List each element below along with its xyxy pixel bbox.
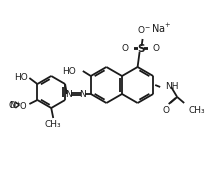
Text: $^{-}$O: $^{-}$O <box>14 100 27 111</box>
Text: CH₃: CH₃ <box>45 120 62 129</box>
Text: O$^{-}$: O$^{-}$ <box>137 24 151 35</box>
Text: N: N <box>79 89 86 98</box>
Text: NH: NH <box>165 82 179 91</box>
Text: N: N <box>65 89 72 98</box>
Text: O: O <box>152 44 160 53</box>
Text: N$^{+}$: N$^{+}$ <box>9 99 21 111</box>
Text: HO: HO <box>14 73 27 82</box>
Text: O: O <box>122 44 129 53</box>
Text: CH₃: CH₃ <box>188 106 205 115</box>
Text: O: O <box>9 100 15 109</box>
Text: S: S <box>137 44 144 54</box>
Text: O: O <box>163 106 170 115</box>
Text: HO: HO <box>62 66 76 75</box>
Text: Na$^{+}$: Na$^{+}$ <box>151 21 172 35</box>
